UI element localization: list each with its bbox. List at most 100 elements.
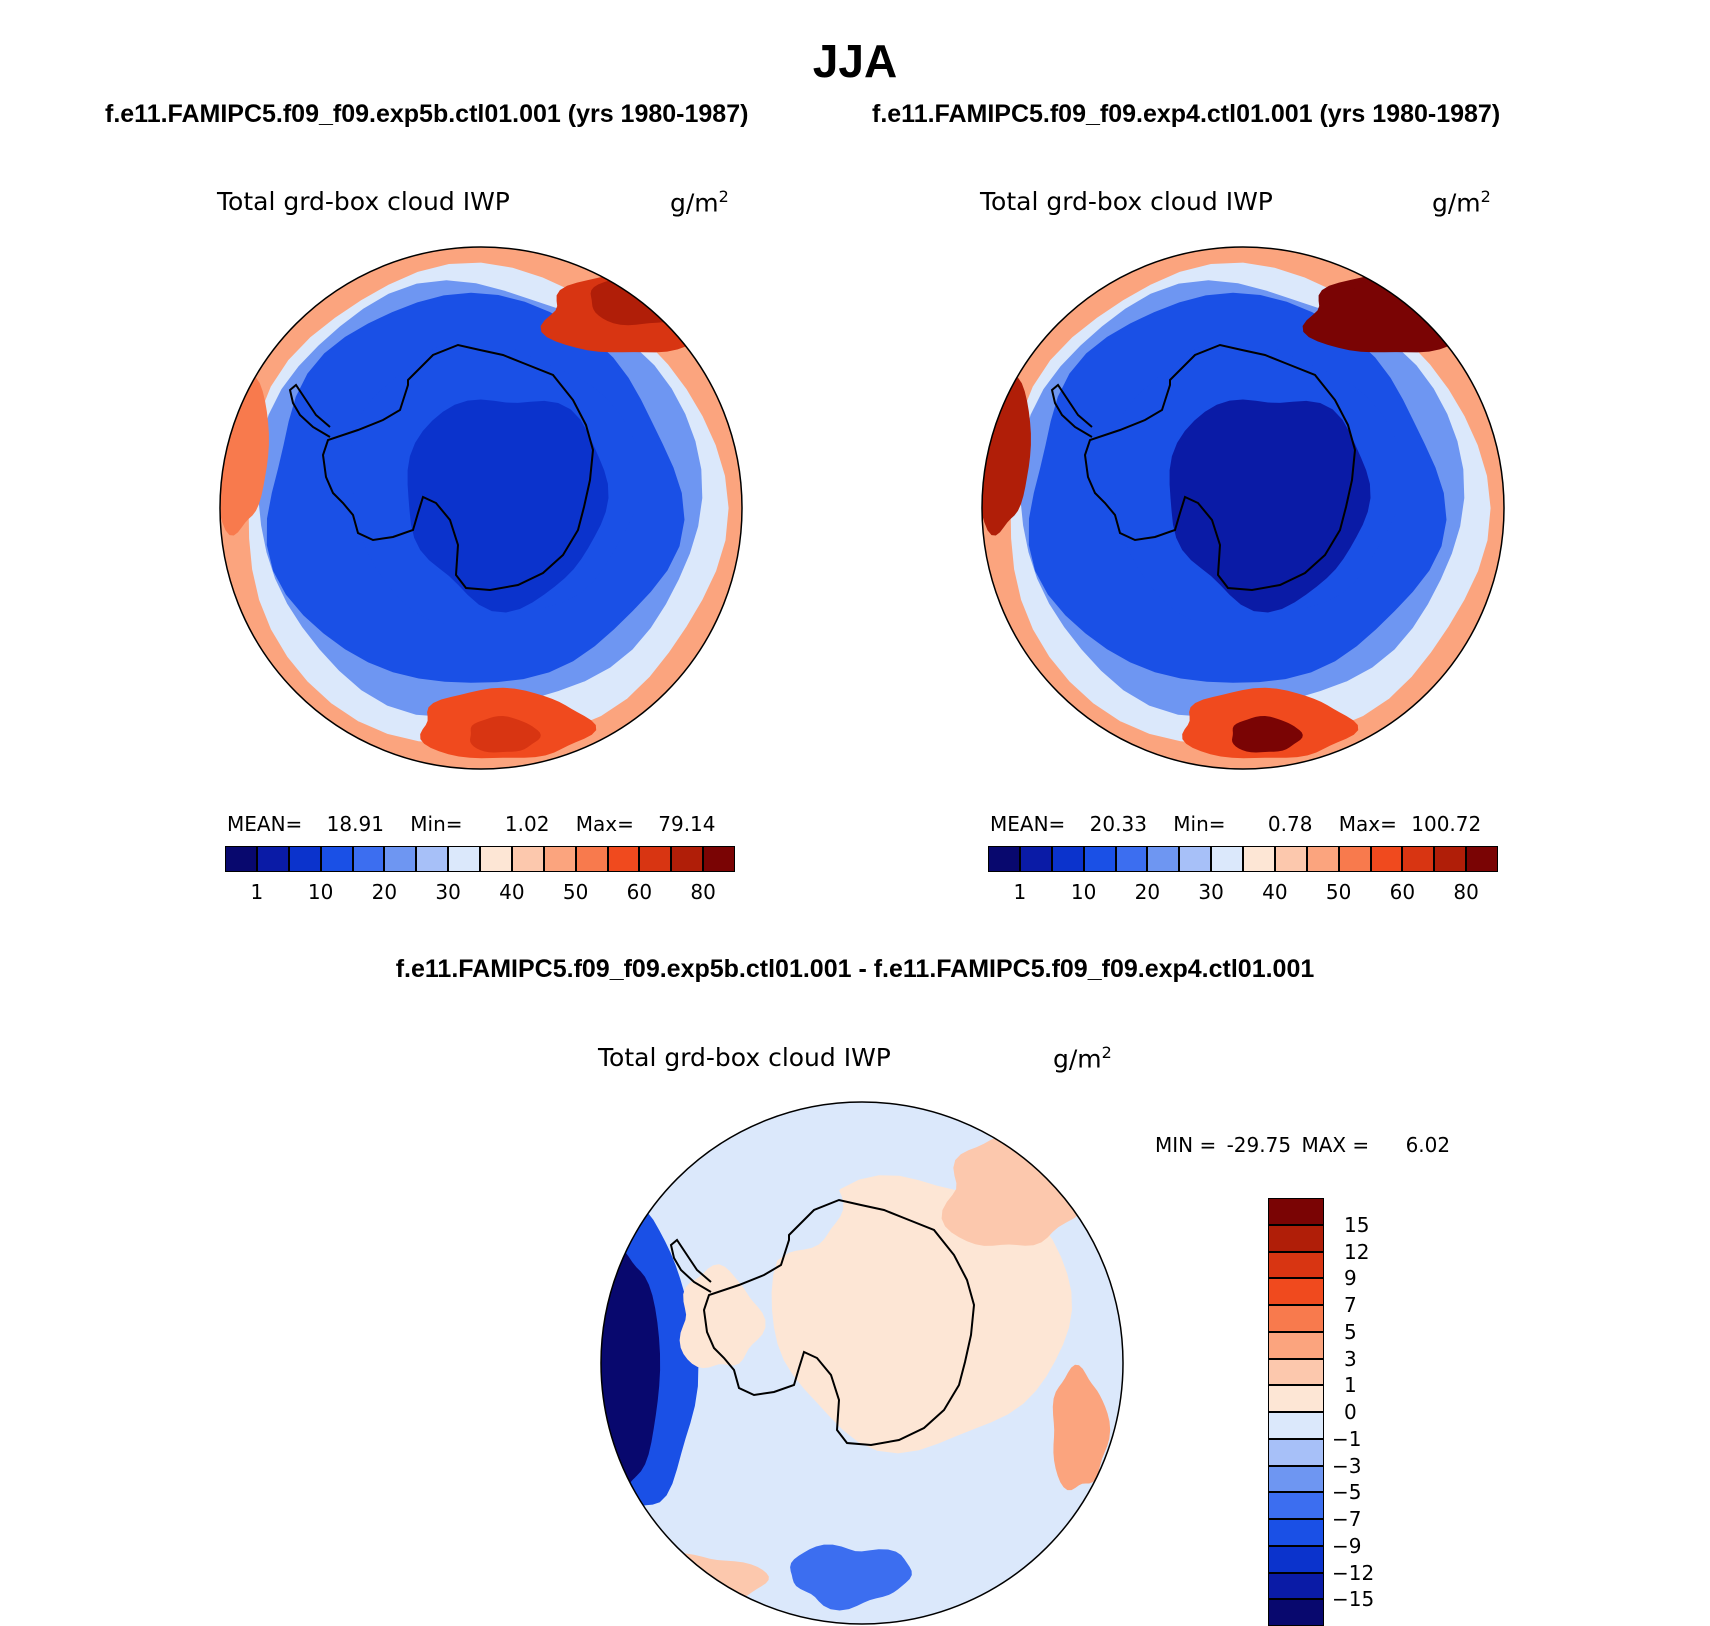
panel2-colorbar-tick-label: 40 [1262,880,1288,904]
panel3-colorbar-box [1268,1278,1324,1305]
panel2-colorbar-box [1402,846,1435,872]
panel1-map [219,246,743,770]
panel1-colorbar-tick-label: 1 [250,880,264,904]
panel3-colorbar-labels: 15 12 9 7 5 3 1 0 −1 −3 −5 −7 −9 −12 −15 [1332,1198,1422,1626]
panel3-units: g/m [1053,1044,1102,1074]
panel1-min-label: Min= [410,812,463,836]
panel3-min: -29.75 [1226,1133,1292,1157]
panel3-colorbar-tick-label: −15 [1332,1587,1375,1612]
panel2-min: 0.78 [1267,812,1313,836]
panel1-colorbar-box [671,846,704,872]
panel3-colorbar-box [1268,1331,1324,1359]
panel1-colorbar-tick-label: 30 [435,880,461,904]
panel2-map-border [981,246,1505,770]
panel1-colorbar-labels: 1 10 20 30 40 50 60 80 [225,880,735,906]
panel3-map [600,1101,1124,1625]
panel1-colorbar-box [320,846,353,872]
panel3-east-maximum [1052,1364,1111,1491]
panel3-north-weak [710,1156,844,1268]
panel1-colorbar-box [511,846,544,872]
panel3-colorbar-box [1268,1305,1324,1332]
panel3-antarctica-coastline [702,1198,976,1447]
panel1-max-label: Max= [575,812,634,836]
panel1-colorbar-box [703,846,735,872]
panel1-colorbar-box [288,846,321,872]
panel3-stats: MIN = -29.75 MAX = 6.02 [1155,1133,1450,1157]
panel3-colorbar-box [1268,1519,1324,1546]
panel2-south-peak [1232,716,1303,753]
panel1-colorbar [225,846,735,872]
panel2-colorbar-box [1466,846,1498,872]
panel2-colorbar-box [1147,846,1180,872]
panel1-colorbar-box [575,846,608,872]
panel3-colorbar-tick-label: 1 [1344,1373,1357,1398]
panel2-stats: MEAN= 20.33 Min= 0.78 Max= 100.72 [990,812,1481,836]
panel2-colorbar-box [1434,846,1467,872]
panel1-mean: 18.91 [326,812,384,836]
panel3-colorbar-box [1268,1358,1324,1386]
panel1-antarctica-coastline [321,343,595,592]
panel1-south-peak [470,716,541,753]
panel2-units-sup: 2 [1480,187,1491,206]
panel1-min: 1.02 [504,812,550,836]
panel1-colorbar-tick-label: 60 [626,880,653,904]
panel2-colorbar-box [1115,846,1148,872]
panel3-colorbar-tick-label: 9 [1344,1266,1357,1291]
panel2-variable-label: Total grd-box cloud IWP [980,187,1273,216]
panel1-units-sup: 2 [718,187,729,206]
panel1-peninsula-coastline [288,383,331,438]
panel1-colorbar-tick-label: 10 [307,880,334,904]
panel3-colorbar-box [1268,1545,1324,1573]
panel2-colorbar-box [1019,846,1052,872]
panel3-south-negative [790,1544,912,1611]
panel3-colorbar-box [1268,1492,1324,1519]
panel3-colorbar-tick-label: −12 [1332,1560,1375,1585]
panel2-colorbar-box [1179,846,1212,872]
panel3-colorbar-box [1268,1465,1324,1493]
panel1-colorbar-box [384,846,417,872]
panel1-colorbar-box [448,846,480,872]
panel2-colorbar-box [1306,846,1339,872]
panel1-colorbar-tick-label: 20 [371,880,398,904]
panel3-variable-label: Total grd-box cloud IWP [598,1043,891,1072]
panel3-colorbar-tick-label: −7 [1332,1507,1362,1531]
panel3-units-sup: 2 [1101,1043,1112,1062]
panel1-stats: MEAN= 18.91 Min= 1.02 Max= 79.14 [227,812,716,836]
panel1-colorbar-box [352,846,385,872]
panel1-colorbar-box [480,846,512,872]
panel3-colorbar-tick-label: 5 [1344,1319,1357,1344]
panel3-colorbar-box [1268,1599,1324,1626]
panel2-colorbar-tick-label: 20 [1134,880,1161,904]
panel2-colorbar-tick-label: 80 [1453,880,1479,904]
panel2-map [981,246,1505,770]
panel2-min-label: Min= [1173,812,1226,836]
panel3-colorbar-tick-label: 7 [1344,1293,1357,1317]
panel1-units-label: g/m2 [670,187,729,217]
panel1-colorbar-box [543,846,576,872]
panel2-mean-label: MEAN= [990,812,1066,836]
panel1-colorbar-tick-label: 80 [690,880,716,904]
panel2-colorbar-box [1274,846,1307,872]
panel1-max: 79.14 [658,812,716,836]
panel3-colorbar-tick-label: −9 [1332,1533,1362,1558]
panel3-colorbar-box [1268,1198,1324,1225]
panel2-colorbar-box [1243,846,1275,872]
panel3-units-label: g/m2 [1053,1043,1112,1073]
panel3-colorbar-tick-label: 3 [1344,1346,1357,1371]
panel3-colorbar [1268,1198,1324,1626]
panel3-max-label: MAX = [1301,1133,1370,1157]
case2-title: f.e11.FAMIPC5.f09_f09.exp4.ctl01.001 (yr… [872,100,1501,128]
panel3-max: 6.02 [1405,1133,1451,1157]
panel1-units: g/m [670,188,719,218]
panel3-colorbar-box [1268,1224,1324,1252]
panel1-colorbar-box [607,846,640,872]
panel3-colorbar-tick-label: −1 [1332,1426,1362,1451]
panel3-field [601,1102,1123,1624]
panel2-colorbar-box [1211,846,1243,872]
panel3-colorbar-box [1268,1251,1324,1279]
panel2-units: g/m [1432,188,1481,218]
panel2-colorbar-labels: 1 10 20 30 40 50 60 80 [988,880,1498,906]
panel1-colorbar-box [416,846,449,872]
panel1-colorbar-tick-label: 40 [499,880,525,904]
panel2-field [982,247,1504,769]
